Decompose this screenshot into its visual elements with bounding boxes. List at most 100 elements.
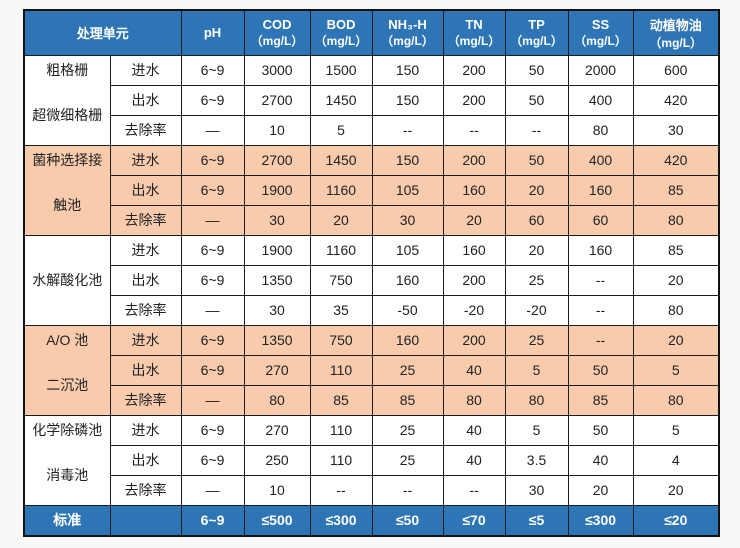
- cell: 4: [632, 444, 720, 476]
- cell: —: [180, 114, 245, 146]
- cell: 110: [309, 444, 373, 476]
- cell: --: [309, 474, 373, 506]
- cell: 40: [567, 444, 634, 476]
- cell: 6~9: [180, 354, 245, 386]
- cell: 85: [632, 234, 720, 266]
- row-label: 出水: [109, 444, 182, 476]
- cell: 50: [504, 54, 569, 86]
- cell: 160: [567, 174, 634, 206]
- header-line1: 动植物油: [649, 17, 702, 33]
- table-row: 去除率 — 30 20 30 20 60 60 80: [24, 204, 720, 236]
- cell: ≤300: [309, 504, 373, 537]
- cell: --: [504, 114, 569, 146]
- cell: 1160: [309, 234, 373, 266]
- cell: 50: [504, 84, 569, 116]
- cell: 6~9: [180, 84, 245, 116]
- header-line2: （mg/L）: [314, 33, 368, 48]
- cell: 85: [567, 384, 634, 416]
- cell: 1900: [243, 234, 311, 266]
- cell: 80: [632, 204, 720, 236]
- header-line2: （mg/L）: [250, 33, 304, 48]
- cell: 5: [632, 354, 720, 386]
- cell: 85: [371, 384, 444, 416]
- unit-cell-bacteria-contact-pool: 菌种选择接 触池: [23, 144, 111, 236]
- table-row: 去除率 — 30 35 -50 -20 -20 -- 80: [24, 294, 720, 326]
- cell: 150: [371, 144, 444, 176]
- cell: --: [567, 324, 634, 356]
- unit-name: 水解酸化池: [32, 272, 103, 288]
- column-header-oil: 动植物油 （mg/L）: [632, 9, 720, 56]
- cell: -20: [504, 294, 569, 326]
- row-label: 去除率: [109, 384, 182, 416]
- standard-row: 标准 6~9 ≤500 ≤300 ≤50 ≤70 ≤5 ≤300 ≤20: [23, 504, 720, 537]
- cell: 270: [243, 354, 311, 386]
- unit-name: 二沉池: [46, 376, 89, 393]
- cell: 6~9: [180, 54, 245, 86]
- cell: 2700: [243, 84, 311, 116]
- cell: 10: [243, 114, 311, 146]
- cell: 5: [504, 414, 569, 446]
- cell: 3.5: [504, 444, 569, 476]
- cell: -50: [371, 294, 444, 326]
- cell: 150: [371, 84, 444, 116]
- cell: 750: [309, 324, 373, 356]
- row-label: 去除率: [109, 204, 182, 236]
- unit-name: 化学除磷池: [32, 422, 103, 439]
- table-row: 去除率 — 10 5 -- -- -- 80 30: [24, 114, 720, 146]
- cell: 30: [243, 294, 311, 326]
- cell: 750: [309, 264, 373, 296]
- cell: 40: [442, 414, 506, 446]
- cell: 5: [632, 414, 720, 446]
- column-header-bod: BOD （mg/L）: [309, 9, 373, 56]
- header-line1: TP: [528, 16, 545, 32]
- cell: -20: [442, 294, 506, 326]
- unit-cell-hydrolysis-acidification-pool: 水解酸化池: [23, 234, 111, 326]
- cell: 160: [442, 234, 506, 266]
- header-line2: （mg/L）: [381, 33, 434, 48]
- cell: 2000: [567, 54, 634, 86]
- cell: ≤300: [567, 504, 634, 537]
- cell: 3000: [243, 54, 311, 86]
- cell: 25: [504, 264, 569, 296]
- unit-name: 菌种选择接: [32, 152, 103, 169]
- cell: 400: [567, 144, 634, 176]
- cell: 2700: [243, 144, 311, 176]
- cell: 60: [567, 204, 634, 236]
- cell: 6~9: [180, 504, 245, 537]
- cell: 20: [442, 204, 506, 236]
- row-label: 出水: [109, 354, 182, 386]
- row-label: 出水: [109, 84, 182, 116]
- cell: 85: [309, 384, 373, 416]
- cell: ≤70: [442, 504, 506, 537]
- table-row: 菌种选择接 触池 进水 6~9 2700 1450 150 200 50 400…: [23, 144, 720, 236]
- header-line1: pH: [203, 25, 222, 41]
- row-label: 进水: [109, 144, 182, 176]
- cell: 200: [442, 54, 506, 86]
- column-header-cod: COD （mg/L）: [243, 9, 311, 56]
- cell: 110: [309, 354, 373, 386]
- table-row: A/O 池 二沉池 进水 6~9 1350 750 160 200 25 -- …: [23, 324, 720, 416]
- cell: 50: [567, 414, 634, 446]
- cell: --: [442, 474, 506, 506]
- row-label: 进水: [109, 54, 182, 86]
- cell: 1350: [243, 324, 311, 356]
- header-line1: SS: [591, 16, 610, 32]
- cell: 160: [442, 174, 506, 206]
- table-row: 出水 6~9 2700 1450 150 200 50 400 420: [24, 84, 720, 116]
- cell: —: [180, 204, 245, 236]
- unit-name: A/O 池: [46, 332, 89, 349]
- cell: 400: [567, 84, 634, 116]
- cell: 20: [632, 474, 720, 506]
- cell: 200: [442, 324, 506, 356]
- header-line1: BOD: [326, 16, 356, 32]
- cell: 20: [632, 264, 720, 296]
- cell: 200: [442, 84, 506, 116]
- table-row: 出水 6~9 1350 750 160 200 25 -- 20: [24, 264, 720, 296]
- cell: 6~9: [180, 234, 245, 266]
- standard-label: 标准: [23, 504, 111, 537]
- cell: 30: [632, 114, 720, 146]
- column-header-tn: TN （mg/L）: [442, 9, 506, 56]
- cell: 85: [632, 174, 720, 206]
- header-line1: NH₃-H: [388, 16, 427, 32]
- cell: 80: [504, 384, 569, 416]
